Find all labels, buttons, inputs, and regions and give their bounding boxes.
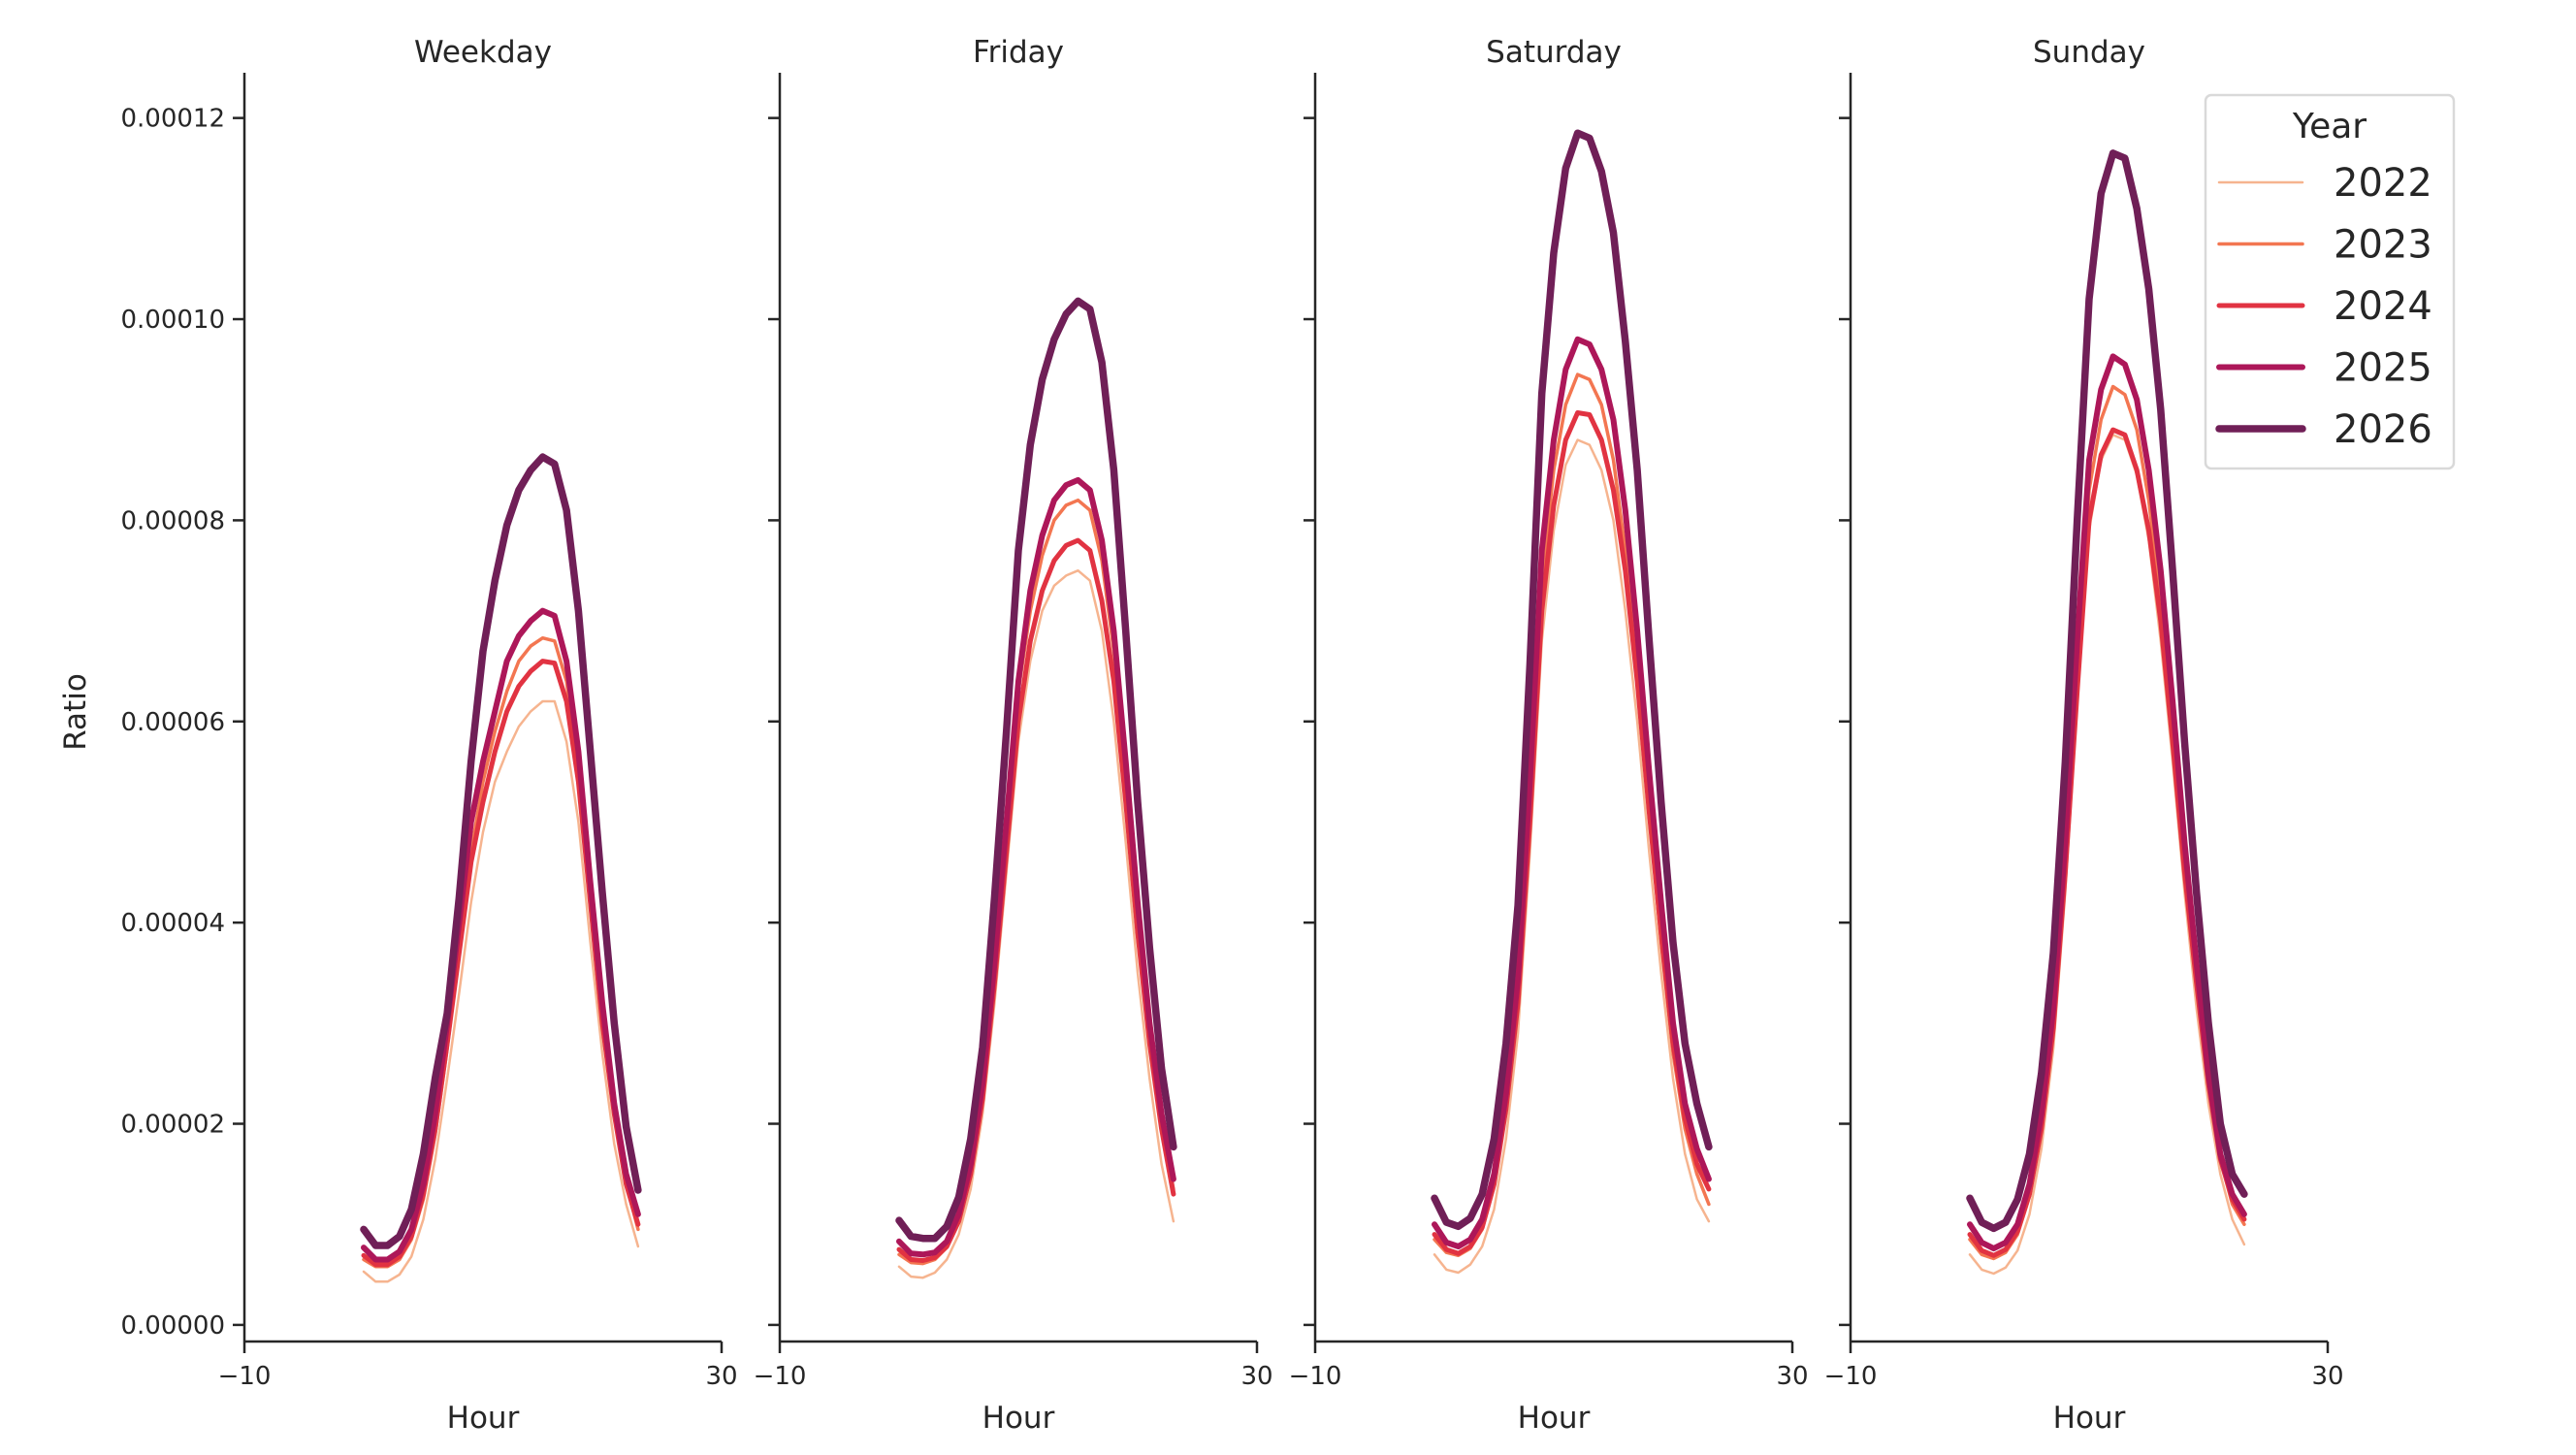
series-line-2023 xyxy=(1433,372,1711,1258)
panel-sunday: Sunday −10 30 Hour xyxy=(1824,35,2344,1436)
legend-label: 2022 xyxy=(2334,161,2432,206)
series-line-2025 xyxy=(896,476,1176,1258)
panel-weekday: Weekday 0.00000 0.00002 0.00004 0.00006 0.000… xyxy=(120,35,737,1436)
series-line-2022 xyxy=(362,699,640,1283)
x-tick-label: 30 xyxy=(705,1362,737,1391)
y-tick-label: 0.00000 xyxy=(120,1311,225,1341)
y-tick-label: 0.00008 xyxy=(120,506,225,535)
legend-box xyxy=(2204,93,2456,470)
x-tick-label: −10 xyxy=(1824,1362,1878,1391)
x-axis-label: Hour xyxy=(447,1401,520,1436)
series-line-2026 xyxy=(360,453,642,1249)
series-line-2024 xyxy=(1432,410,1712,1256)
series-line-2022 xyxy=(1433,438,1711,1275)
panel-friday: Friday −10 30 Hour xyxy=(754,35,1273,1436)
panel-title: Friday xyxy=(973,35,1064,70)
series-line-2022 xyxy=(1968,434,2246,1276)
legend-label: 2026 xyxy=(2334,407,2432,452)
legend-item-2026: 2026 xyxy=(2215,407,2432,452)
legend-label: 2025 xyxy=(2334,346,2432,391)
y-tick-label: 0.00010 xyxy=(120,306,225,335)
legend-item-2025: 2025 xyxy=(2216,346,2432,391)
y-tick-label: 0.00002 xyxy=(120,1111,225,1140)
series-line-2026 xyxy=(1966,149,2248,1233)
panel-title: Weekday xyxy=(414,35,552,70)
y-tick-label: 0.00012 xyxy=(120,105,225,134)
x-axis-label: Hour xyxy=(1518,1401,1591,1436)
y-tick-label: 0.00006 xyxy=(120,708,225,737)
legend-title: Year xyxy=(2292,107,2367,146)
legend-label: 2024 xyxy=(2334,284,2432,329)
y-axis-label: Ratio xyxy=(58,673,93,751)
panel-saturday: Saturday −10 30 Hour xyxy=(1289,35,1809,1436)
y-tick-label: 0.00004 xyxy=(120,909,225,938)
x-tick-label: 30 xyxy=(1240,1362,1272,1391)
x-tick-label: 30 xyxy=(2311,1362,2343,1391)
legend-item-2023: 2023 xyxy=(2217,223,2432,268)
panel-title: Sunday xyxy=(2033,35,2145,70)
x-axis-label: Hour xyxy=(982,1401,1055,1436)
legend-label: 2023 xyxy=(2334,223,2432,268)
series-line-2022 xyxy=(897,568,1175,1279)
series-line-2023 xyxy=(1968,384,2246,1261)
panel-title: Saturday xyxy=(1486,35,1622,70)
x-tick-label: −10 xyxy=(218,1362,272,1391)
series-line-2024 xyxy=(896,537,1176,1263)
series-line-2025 xyxy=(361,607,641,1263)
legend-item-2022: 2022 xyxy=(2217,161,2432,206)
series-line-2026 xyxy=(895,297,1177,1243)
series-line-2025 xyxy=(1432,336,1712,1249)
x-tick-label: 30 xyxy=(1776,1362,1808,1391)
legend-item-2024: 2024 xyxy=(2216,284,2432,329)
legend: Year 2022 2023 2024 2025 2026 xyxy=(2204,93,2456,470)
series-line-2025 xyxy=(1967,353,2247,1252)
series-line-2024 xyxy=(1967,427,2247,1258)
x-axis-label: Hour xyxy=(2053,1401,2126,1436)
series-line-2026 xyxy=(1431,129,1713,1231)
x-tick-label: −10 xyxy=(754,1362,807,1391)
x-tick-label: −10 xyxy=(1289,1362,1342,1391)
